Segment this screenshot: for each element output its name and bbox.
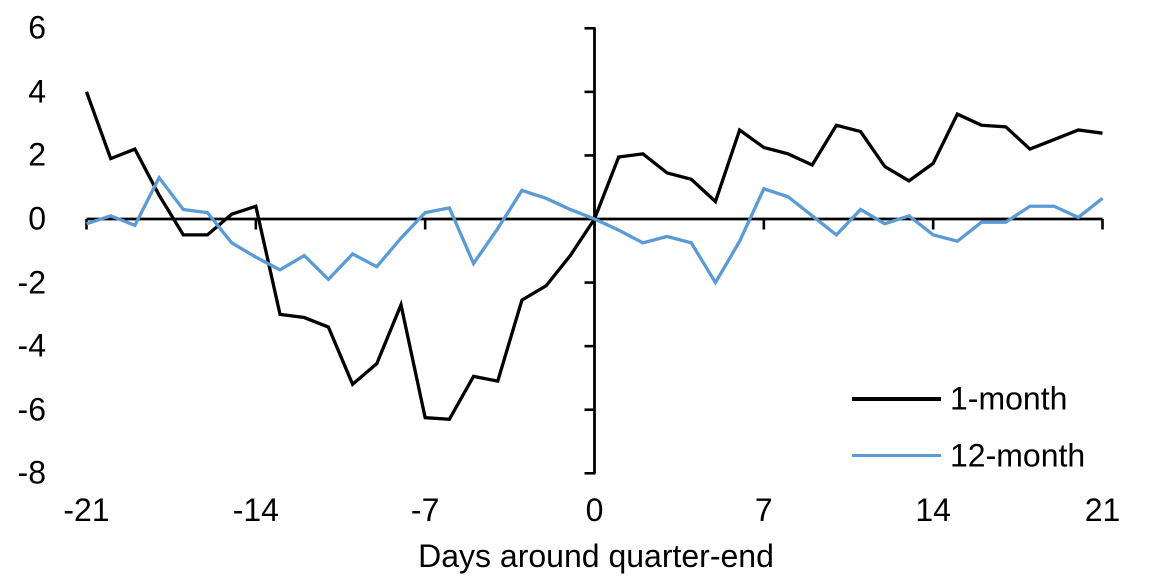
y-tick-label-4: 4 xyxy=(28,73,46,110)
x-tick-label-14: 14 xyxy=(915,492,951,528)
x-tick-label--21: -21 xyxy=(63,492,110,528)
x-tick-label--14: -14 xyxy=(232,492,279,528)
x-axis-title: Days around quarter-end xyxy=(418,538,774,574)
y-tick-label--2: -2 xyxy=(17,264,46,301)
y-tick-label-0: 0 xyxy=(28,200,46,237)
legend-swatch-1-month xyxy=(852,397,941,401)
legend-label-12-month: 12-month xyxy=(950,437,1086,473)
x-tick-label-21: 21 xyxy=(1084,492,1121,528)
legend-label-1-month: 1-month xyxy=(950,380,1068,417)
y-tick-label--4: -4 xyxy=(17,327,46,364)
legend-swatch-12-month xyxy=(852,453,941,458)
series-line-12-month xyxy=(85,174,1104,286)
y-tick-label--6: -6 xyxy=(17,391,46,428)
y-tick-label--8: -8 xyxy=(17,454,46,491)
x-tick-label-7: 7 xyxy=(754,492,773,528)
y-tick-label-6: 6 xyxy=(28,9,46,46)
y-tick-label-2: 2 xyxy=(28,136,46,173)
x-tick-label--7: -7 xyxy=(410,492,440,528)
x-tick-label-0: 0 xyxy=(585,492,604,528)
